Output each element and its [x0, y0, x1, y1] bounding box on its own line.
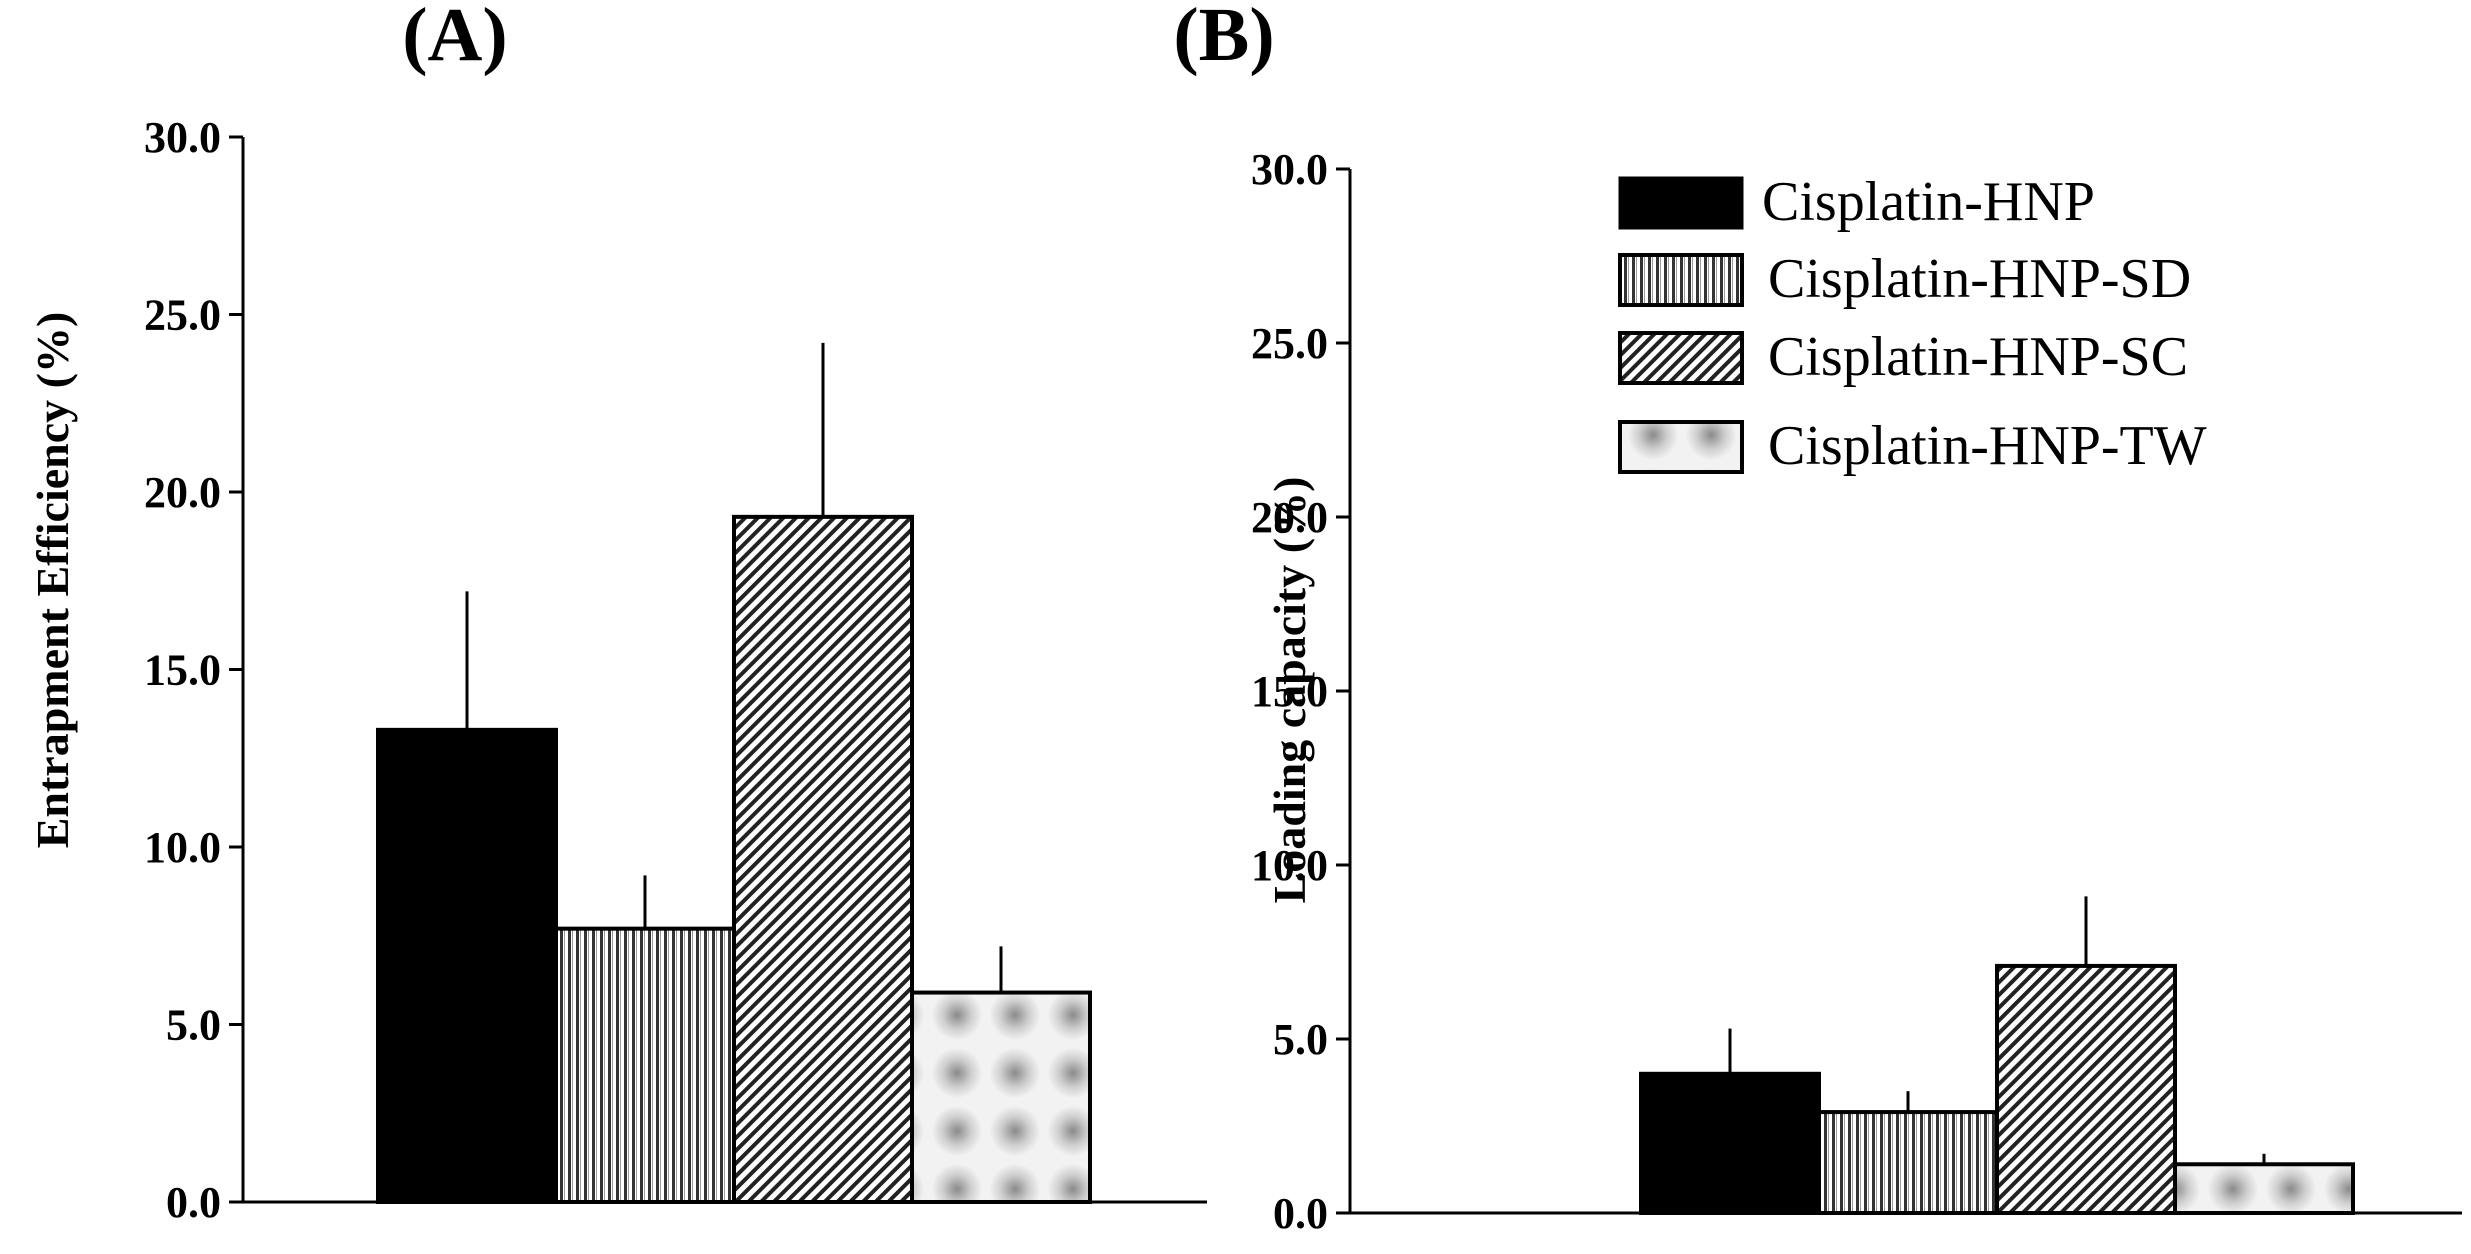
panel-a-y-tick-label: 15.0	[144, 646, 221, 695]
legend-label: Cisplatin-HNP-SC	[1768, 326, 2188, 388]
panel-a-y-tick-label: 5.0	[166, 1001, 221, 1050]
panel-a-y-axis-label: Entrapment Efficiency (%)	[27, 312, 78, 849]
panel-b: (B) Loading capacity (%) 0.0 5.0 10.0 15.0 2…	[1173, 0, 2462, 1238]
legend-swatch-cisplatin-hnp-sd	[1618, 253, 1744, 307]
panel-b-axes: 0.0 5.0 10.0 15.0 20.0 25.0 30.0	[1251, 145, 2462, 1238]
panel-b-y-axis-label: Loading capacity (%)	[1264, 477, 1315, 904]
panel-b-y-tick-label: 5.0	[1273, 1015, 1328, 1064]
legend-label: Cisplatin-HNP-TW	[1768, 415, 2207, 477]
panel-b-y-tick-label: 15.0	[1251, 667, 1328, 716]
panel-a-bar-1	[376, 727, 558, 1204]
panel-a-y-tick-label: 10.0	[144, 823, 221, 872]
panel-b-bars	[1639, 896, 2355, 1216]
panel-b-bar-3	[1995, 963, 2177, 1215]
legend-label: Cisplatin-HNP-SD	[1768, 248, 2191, 310]
panel-a-y-tick-label: 0.0	[166, 1178, 221, 1227]
panel-a-y-tick-label: 30.0	[144, 113, 221, 162]
panel-a-y-tick-label: 20.0	[144, 468, 221, 517]
panel-b-bar-4	[2173, 1162, 2355, 1216]
legend: Cisplatin-HNP Cisplatin-HNP-SD Cisplatin…	[1618, 171, 2207, 477]
panel-a-title: (A)	[402, 0, 508, 77]
panel-b-y-tick-label: 25.0	[1251, 319, 1328, 368]
legend-swatch-cisplatin-hnp-tw	[1618, 420, 1744, 474]
panel-a-axes: 0.0 5.0 10.0 15.0 20.0 25.0 30.0	[144, 113, 1207, 1227]
panel-a-bar-3	[732, 514, 914, 1204]
panel-a-bar-2	[554, 926, 736, 1205]
panel-b-y-tick-label: 20.0	[1251, 493, 1328, 542]
legend-item: Cisplatin-HNP-TW	[1618, 415, 2207, 477]
legend-item: Cisplatin-HNP-SD	[1618, 248, 2191, 310]
panel-b-y-tick-label: 10.0	[1251, 841, 1328, 890]
legend-label: Cisplatin-HNP	[1762, 171, 2095, 233]
panel-b-bar-1	[1639, 1071, 1821, 1216]
legend-swatch-cisplatin-hnp-sc	[1618, 331, 1744, 385]
legend-item: Cisplatin-HNP-SC	[1618, 326, 2188, 388]
panel-a: (A) Entrapment Efficiency (%) 0.0 5.0 10.0…	[27, 0, 1207, 1227]
panel-b-y-tick-label: 30.0	[1251, 145, 1328, 194]
legend-swatch-cisplatin-hnp	[1618, 176, 1744, 230]
panel-a-bar-4	[910, 990, 1092, 1204]
legend-item: Cisplatin-HNP	[1618, 171, 2095, 233]
panel-b-y-tick-label: 0.0	[1273, 1189, 1328, 1238]
panel-a-bars	[376, 342, 1092, 1205]
panel-a-y-tick-label: 25.0	[144, 291, 221, 340]
panel-b-title: (B)	[1173, 0, 1274, 77]
panel-b-bar-2	[1817, 1110, 1999, 1215]
